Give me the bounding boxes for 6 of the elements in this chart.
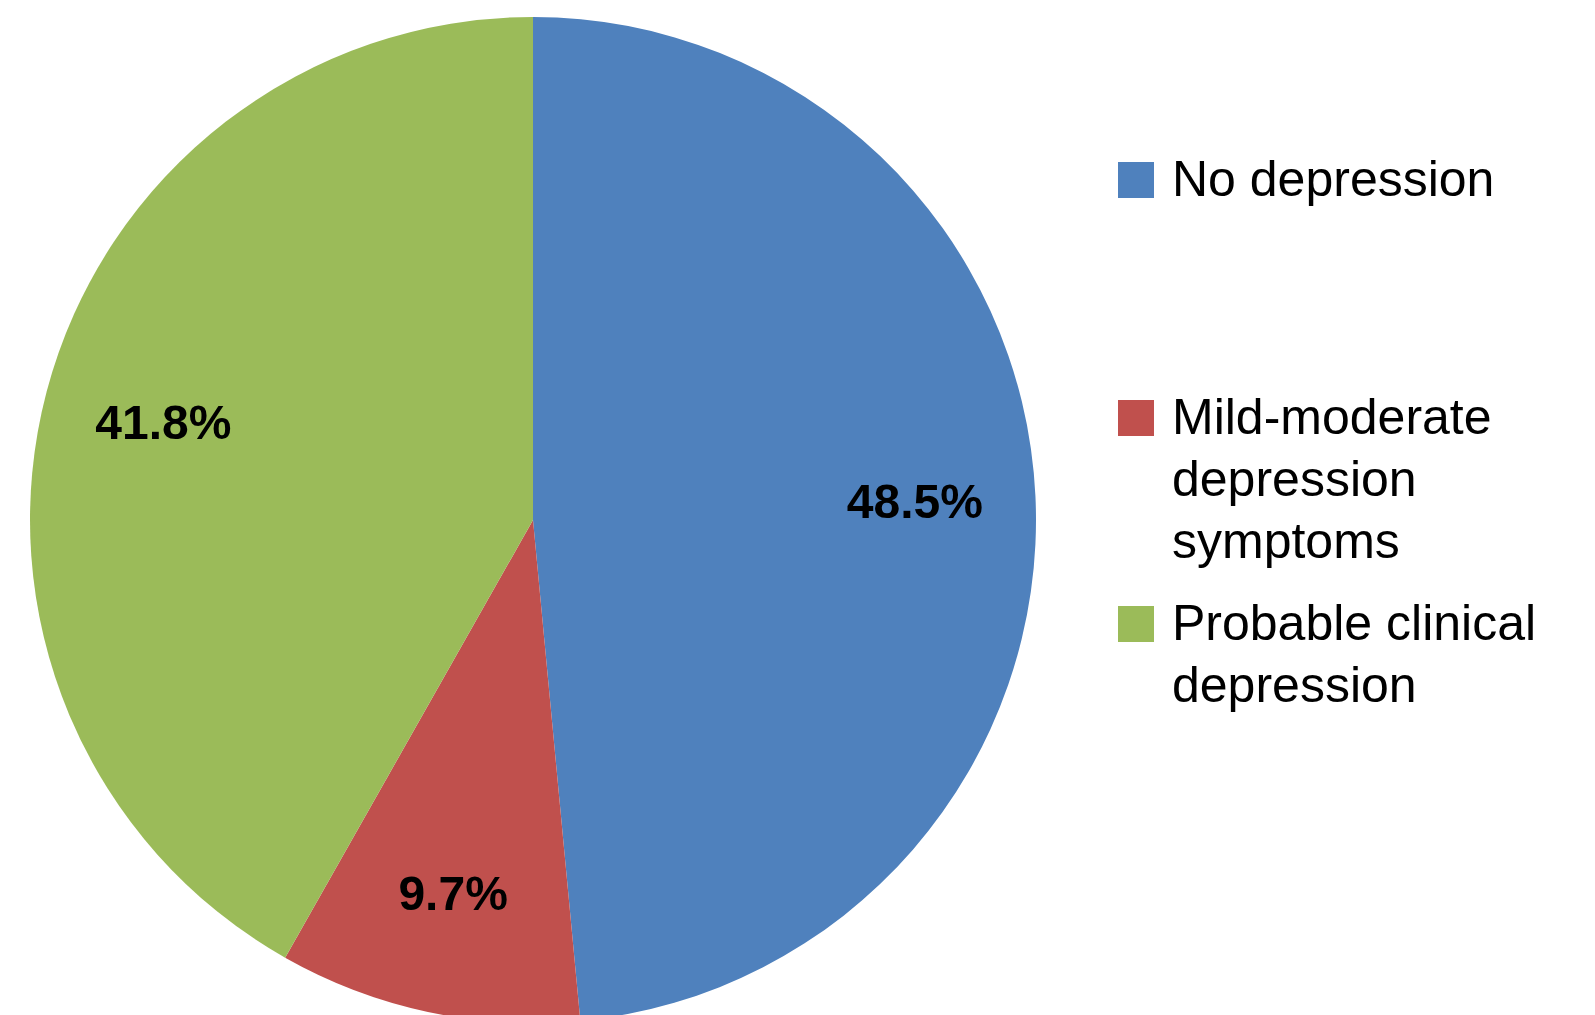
- legend-label: Mild-moderate depression symptoms: [1172, 388, 1493, 571]
- data-label: 9.7%: [398, 867, 508, 921]
- legend-label: Probable clinical depression: [1172, 594, 1538, 715]
- data-label: 48.5%: [846, 475, 983, 529]
- legend-label: No depression: [1172, 150, 1495, 209]
- data-label: 41.8%: [95, 396, 232, 450]
